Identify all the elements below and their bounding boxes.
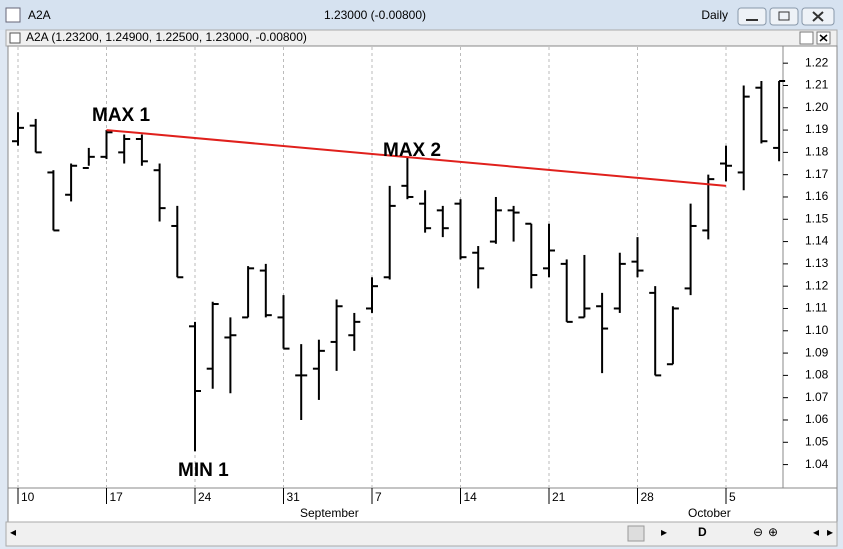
y-tick-label: 1.04	[805, 457, 829, 471]
window-title: A2A	[28, 8, 51, 22]
y-tick-label: 1.17	[805, 167, 829, 181]
annotation: MIN 1	[178, 460, 229, 481]
scroll-thumb[interactable]	[627, 525, 645, 542]
y-tick-label: 1.14	[805, 234, 829, 248]
minimize-button[interactable]	[737, 7, 767, 26]
zoom-in[interactable]: ⊕	[768, 525, 778, 539]
x-tick-label: 7	[375, 490, 382, 504]
month-label: September	[300, 506, 359, 520]
y-tick-label: 1.06	[805, 412, 829, 426]
y-tick-label: 1.22	[805, 55, 829, 69]
scroll-letter[interactable]: D	[698, 525, 707, 539]
close-chart-icon	[819, 34, 828, 42]
maximize-button[interactable]	[769, 7, 799, 26]
y-tick-label: 1.08	[805, 368, 829, 382]
annotation: MAX 2	[383, 140, 441, 161]
close-icon	[812, 11, 824, 22]
y-tick-label: 1.20	[805, 100, 829, 114]
window-quote: 1.23000 (-0.00800)	[324, 8, 426, 22]
x-tick-label: 10	[21, 490, 35, 504]
plot-area	[7, 45, 784, 489]
x-tick-label: 21	[552, 490, 566, 504]
y-tick-label: 1.05	[805, 434, 829, 448]
scroll-next[interactable]: ▸	[827, 525, 833, 539]
x-tick-label: 17	[110, 490, 124, 504]
x-tick-label: 5	[729, 490, 736, 504]
trendline	[106, 129, 727, 187]
scroll-bar[interactable]	[5, 521, 838, 547]
y-tick-label: 1.18	[805, 145, 829, 159]
zoom-out[interactable]: ⊖	[753, 525, 763, 539]
month-label: October	[688, 506, 731, 520]
x-tick-label: 28	[641, 490, 655, 504]
scroll-prev[interactable]: ◂	[813, 525, 819, 539]
title-bar	[0, 0, 843, 30]
y-tick-label: 1.09	[805, 345, 829, 359]
y-tick-label: 1.15	[805, 211, 829, 225]
x-tick-label: 14	[464, 490, 478, 504]
scroll-left[interactable]: ◂	[10, 525, 16, 539]
y-tick-label: 1.12	[805, 278, 829, 292]
period: Daily	[701, 8, 728, 22]
y-tick-label: 1.10	[805, 323, 829, 337]
y-tick-label: 1.16	[805, 189, 829, 203]
price-axis	[782, 45, 838, 489]
y-tick-label: 1.13	[805, 256, 829, 270]
header-icon	[9, 32, 21, 44]
y-tick-label: 1.19	[805, 122, 829, 136]
x-tick-label: 31	[287, 490, 301, 504]
chart-subtitle: A2A (1.23200, 1.24900, 1.22500, 1.23000,…	[26, 30, 307, 44]
y-tick-label: 1.11	[805, 301, 828, 315]
maximize-icon	[778, 11, 790, 21]
y-tick-label: 1.21	[805, 78, 829, 92]
y-tick-label: 1.07	[805, 390, 829, 404]
date-axis	[7, 487, 838, 523]
annotation: MAX 1	[92, 105, 151, 126]
app-icon	[5, 7, 21, 23]
x-tick-label: 24	[198, 490, 212, 504]
scroll-right[interactable]: ▸	[661, 525, 667, 539]
restore-button[interactable]	[799, 31, 814, 45]
